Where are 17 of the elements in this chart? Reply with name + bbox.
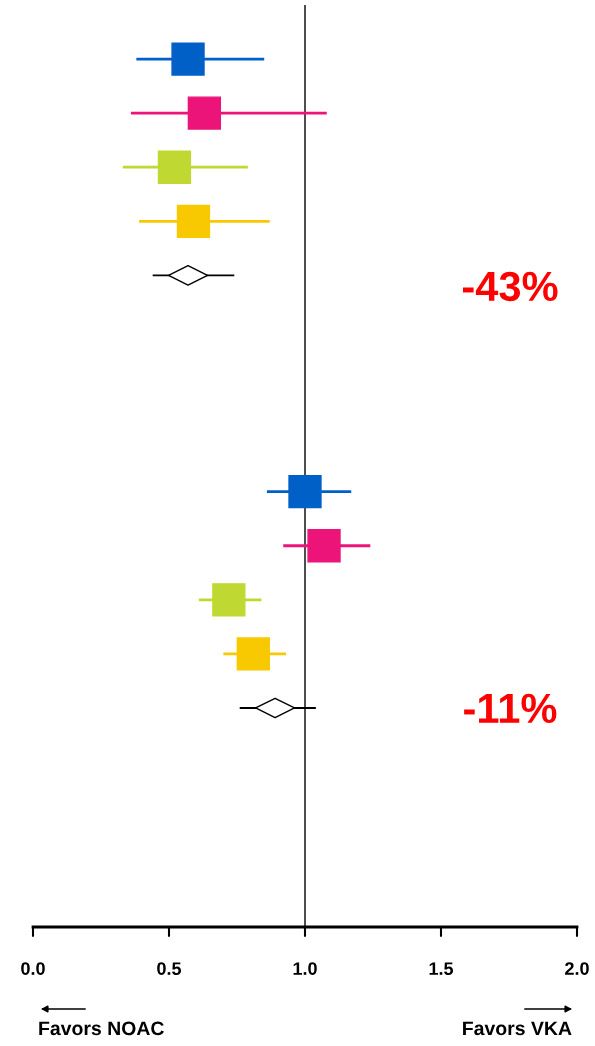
text: Favors NOAC xyxy=(39,1021,164,1036)
annotation: -11% xyxy=(464,693,557,724)
x-tick-label: 0.0 xyxy=(21,962,45,975)
point xyxy=(171,42,205,76)
point xyxy=(176,204,211,238)
point xyxy=(157,150,192,184)
x-tick-label: 1.0 xyxy=(293,962,317,975)
x-tick-label: 1.5 xyxy=(429,962,454,975)
text: Favors VKA xyxy=(463,1021,572,1036)
point xyxy=(288,475,322,509)
point xyxy=(212,583,246,617)
point xyxy=(307,529,341,563)
point xyxy=(236,637,270,671)
point xyxy=(187,96,222,130)
x-tick-label: 2.0 xyxy=(565,962,589,975)
x-tick-label: 0.5 xyxy=(157,962,182,975)
annotation: -43% xyxy=(462,271,558,302)
